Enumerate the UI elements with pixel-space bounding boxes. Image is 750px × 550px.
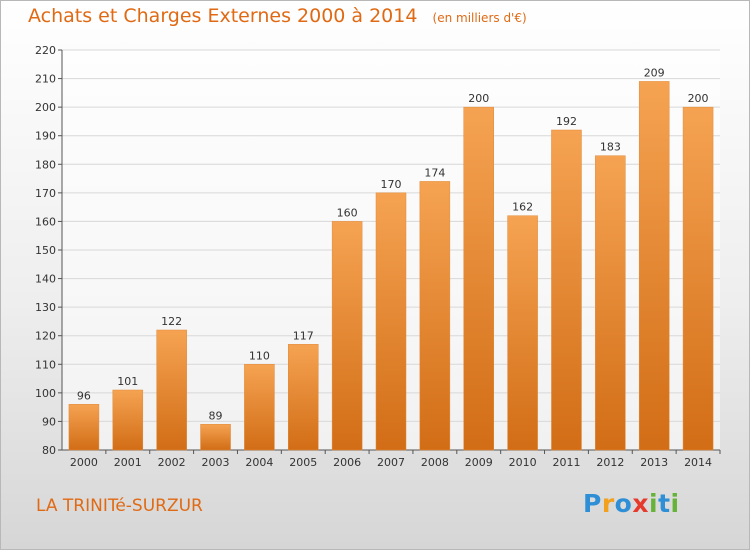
x-tick-label: 2011: [552, 456, 580, 469]
commune-name: LA TRINITé-SURZUR: [36, 496, 203, 516]
y-tick-label: 80: [42, 444, 56, 457]
x-tick-label: 2000: [70, 456, 98, 469]
bar-2010: [507, 215, 538, 451]
y-tick-label: 170: [35, 187, 56, 200]
y-tick-label: 160: [35, 215, 56, 228]
y-tick-label: 90: [42, 415, 56, 428]
logo-letter: r: [601, 489, 615, 518]
data-label: 162: [512, 201, 533, 214]
bar-2005: [288, 344, 319, 451]
x-tick-label: 2003: [202, 456, 230, 469]
x-tick-label: 2010: [509, 456, 537, 469]
logo-letter: i: [670, 489, 680, 518]
data-label: 96: [77, 389, 91, 402]
bar-2002: [156, 329, 187, 451]
y-tick-label: 200: [35, 101, 56, 114]
y-tick-label: 130: [35, 301, 56, 314]
data-label: 174: [424, 166, 445, 179]
x-tick-label: 2001: [114, 456, 142, 469]
y-tick-label: 150: [35, 244, 56, 257]
x-tick-label: 2002: [158, 456, 186, 469]
y-tick-label: 100: [35, 387, 56, 400]
bar-2013: [638, 81, 670, 451]
y-tick-label: 140: [35, 273, 56, 286]
logo-letter: o: [614, 489, 633, 518]
y-tick-label: 180: [35, 158, 56, 171]
data-label: 117: [293, 329, 314, 342]
data-label: 200: [688, 92, 709, 105]
bar-2003: [200, 424, 231, 451]
bar-2008: [419, 181, 451, 451]
data-label: 183: [600, 141, 621, 154]
y-tick-label: 110: [35, 358, 56, 371]
x-tick-label: 2007: [377, 456, 405, 469]
y-tick-label: 220: [35, 44, 56, 57]
data-label: 209: [644, 66, 665, 79]
chart-unit-note: (en milliers d'€): [432, 11, 527, 25]
data-label: 170: [381, 178, 402, 191]
chart-title-text: Achats et Charges Externes 2000 à 2014: [28, 5, 418, 27]
bar-2012: [595, 155, 626, 451]
bar-2007: [375, 192, 407, 451]
logo-letter: i: [649, 489, 659, 518]
logo-letter: t: [658, 489, 671, 518]
x-tick-label: 2006: [333, 456, 361, 469]
logo-letter: x: [632, 489, 649, 518]
data-label: 110: [249, 349, 270, 362]
data-label: 192: [556, 115, 577, 128]
x-tick-label: 2012: [596, 456, 624, 469]
proxiti-logo: Proxiti: [583, 489, 680, 518]
data-label: 101: [117, 375, 138, 388]
data-label: 122: [161, 315, 182, 328]
x-tick-label: 2004: [245, 456, 273, 469]
bar-2009: [463, 106, 494, 451]
y-tick-label: 210: [35, 73, 56, 86]
x-tick-label: 2008: [421, 456, 449, 469]
bar-2006: [331, 221, 363, 451]
x-tick-label: 2014: [684, 456, 712, 469]
bar-2011: [551, 129, 582, 451]
data-label: 160: [337, 206, 358, 219]
x-tick-label: 2005: [289, 456, 317, 469]
chart-title: Achats et Charges Externes 2000 à 2014 (…: [28, 5, 527, 27]
logo-letter: P: [583, 489, 602, 518]
bar-2004: [244, 364, 275, 451]
x-tick-label: 2013: [640, 456, 668, 469]
data-label: 200: [468, 92, 489, 105]
x-tick-label: 2009: [465, 456, 493, 469]
bar-2000: [68, 404, 100, 451]
y-tick-label: 190: [35, 130, 56, 143]
bar-2001: [112, 389, 144, 451]
y-tick-label: 120: [35, 330, 56, 343]
data-label: 89: [209, 409, 223, 422]
bar-2014: [682, 106, 714, 451]
